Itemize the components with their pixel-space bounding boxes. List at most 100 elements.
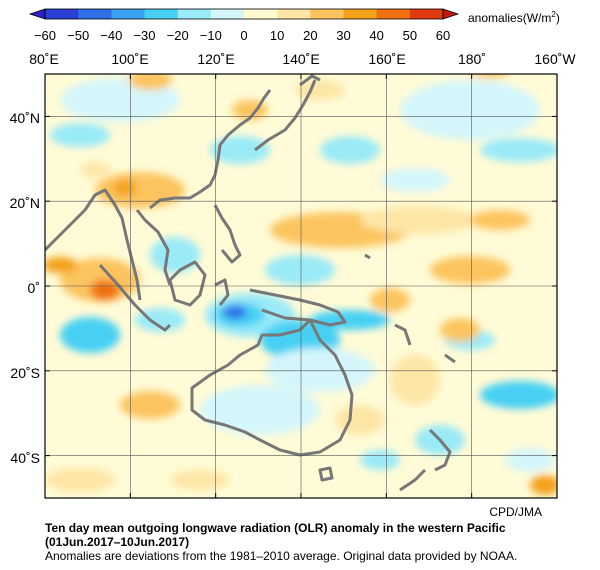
colorbar-frame	[44, 8, 444, 20]
credit-label: CPD/JMA	[489, 505, 542, 519]
units-superscript: 2	[551, 10, 556, 19]
anomaly-blob	[335, 405, 385, 435]
borneo-coastline	[168, 260, 207, 307]
anomaly-blob	[45, 257, 78, 273]
anomaly-blob	[400, 80, 540, 140]
lon-label-120e: 120˚E	[197, 51, 235, 67]
coastline-gulf	[135, 209, 172, 286]
anomaly-blob	[200, 385, 320, 435]
anomaly-blob	[480, 138, 557, 162]
colorbar-segment	[409, 9, 444, 19]
colorbar	[28, 8, 460, 20]
anomaly-blob	[95, 172, 185, 208]
colorbar-tick-label: −50	[67, 28, 90, 43]
colorbar-tick-label: 50	[402, 28, 418, 43]
lon-label-180: 180˚	[457, 51, 487, 67]
anomaly-blob	[480, 381, 557, 409]
colorbar-segment	[111, 9, 145, 19]
caption-note: Anomalies are deviations from the 1981–2…	[45, 549, 518, 563]
tasmania-coastline	[318, 466, 334, 482]
colorbar-units: anomalies(W/m2)	[468, 10, 560, 25]
lat-label-40n: 40˚N	[9, 110, 40, 126]
colorbar-tick-label: −10	[199, 28, 222, 43]
lat-label-20n: 20˚N	[9, 195, 40, 211]
philippines-coastline	[213, 204, 242, 264]
anomaly-blob	[360, 206, 480, 234]
graticule	[45, 74, 557, 498]
anomaly-blob	[390, 355, 440, 405]
anomaly-blob	[60, 317, 120, 353]
lat-label-20s: 20˚S	[10, 365, 40, 381]
colorbar-tick-label: 30	[336, 28, 351, 43]
anomaly-blob	[360, 450, 400, 470]
anomaly-blob	[45, 468, 115, 492]
japan-north-coastline	[299, 74, 321, 87]
anomaly-blob	[120, 391, 180, 419]
colorbar-segment	[78, 9, 112, 19]
lon-label-160w: 160˚W	[534, 51, 576, 67]
anomaly-blob	[128, 74, 172, 90]
anomaly-blob	[380, 168, 450, 192]
anomaly-blob	[530, 475, 557, 495]
anomaly-blob	[150, 237, 200, 273]
colorbar-segment	[210, 9, 245, 19]
caption-title: Ten day mean outgoing longwave radiation…	[45, 521, 506, 535]
colorbar-segment	[277, 9, 311, 19]
colorbar-segment	[310, 9, 344, 19]
lat-label-0: 0˚	[27, 280, 40, 296]
colorbar-segment	[45, 9, 79, 19]
anomaly-blob	[430, 256, 510, 284]
colorbar-tick-label: 0	[240, 28, 248, 43]
anomaly-blob	[310, 310, 390, 330]
lon-label-160e: 160˚E	[368, 51, 406, 67]
japan-coastline	[254, 79, 317, 152]
colorbar-segment	[177, 9, 212, 19]
colorbar-tick-label: −60	[33, 28, 57, 43]
caption-period: (01Jun.2017–10Jun.2017)	[45, 535, 190, 549]
lat-label-40s: 40˚S	[10, 450, 40, 466]
colorbar-segment	[144, 9, 179, 19]
anomaly-blob	[113, 180, 137, 196]
anomaly-blob	[60, 258, 140, 302]
anomaly-blob	[320, 136, 380, 164]
colorbar-tick-label: −40	[100, 28, 123, 43]
new-guinea-coastline	[249, 288, 347, 327]
lon-label-100e: 100˚E	[111, 51, 149, 67]
units-close: )	[555, 11, 560, 25]
colorbar-segment	[244, 9, 278, 19]
anomaly-blob	[210, 136, 270, 164]
colorbar-tick-label: 20	[303, 28, 318, 43]
anomaly-blob	[370, 288, 410, 312]
colorbar-tick-label: −30	[133, 28, 156, 43]
anomaly-blob	[80, 162, 110, 178]
pacific-islands-coastline	[364, 253, 456, 364]
sumatra-coastline	[98, 263, 172, 332]
anomaly-blob	[90, 280, 120, 300]
units-text: anomalies(W/m	[468, 11, 552, 25]
frame-ticks	[44, 74, 558, 498]
colorbar-segment	[343, 9, 378, 19]
anomaly-blob	[170, 470, 230, 490]
colorbar-tick-label: 60	[435, 28, 451, 43]
asia-coastline	[45, 89, 272, 301]
lon-label-80e: 80˚E	[29, 51, 59, 67]
coastlines	[45, 74, 456, 492]
anomaly-blob	[505, 448, 555, 472]
new-zealand-coastline	[399, 428, 452, 492]
colorbar-tick-label: 10	[269, 28, 285, 43]
colorbar-segment	[376, 9, 411, 19]
colorbar-tick-label: 40	[369, 28, 384, 43]
anomaly-blob	[50, 123, 110, 147]
colorbar-tick-label: −20	[166, 28, 189, 43]
anomaly-blob	[470, 210, 530, 230]
lon-label-140e: 140˚E	[282, 51, 320, 67]
anomaly-blob	[223, 305, 247, 319]
australia-coastline	[190, 318, 354, 457]
anomaly-blob	[265, 348, 375, 392]
colorbar-segments	[45, 9, 444, 19]
anomaly-blob	[440, 318, 480, 342]
anomaly-blob	[472, 74, 508, 78]
sulawesi-coastline	[214, 278, 230, 306]
anomaly-blob	[265, 255, 335, 285]
